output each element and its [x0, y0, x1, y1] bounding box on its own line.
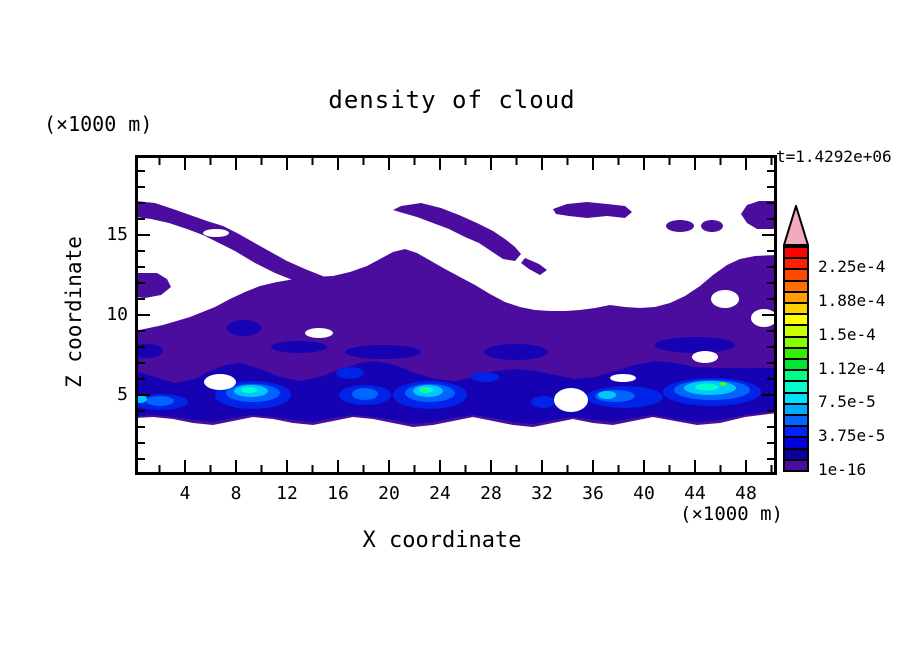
x-tick-label-32: 32	[531, 483, 553, 504]
colorbar-segment-14	[785, 404, 807, 417]
x-tick-label-4: 4	[179, 483, 191, 504]
colorbar-label-1.12e-4: 1.12e-4	[818, 359, 886, 378]
contour-region-white-hole-8	[473, 269, 497, 277]
colorbar-label-1.88e-4: 1.88e-4	[818, 291, 886, 310]
x-tick-label-16: 16	[327, 483, 349, 504]
x-tick-label-36: 36	[582, 483, 604, 504]
contour-region-navy-wisp-4	[484, 344, 548, 360]
contour-region-white-hole-6	[751, 309, 777, 327]
x-tick-label-28: 28	[480, 483, 502, 504]
colorbar-segment-0	[785, 248, 807, 260]
contour-region-navy-wisp-2	[271, 341, 327, 353]
colorbar-segment-2	[785, 270, 807, 282]
colorbar-segment-5	[785, 304, 807, 316]
colorbar-label-1.5e-4: 1.5e-4	[818, 325, 876, 344]
contour-region-white-hole-2	[204, 374, 236, 390]
colorbar-segment-9	[785, 348, 807, 361]
y-tick-label-5: 5	[117, 384, 128, 405]
x-axis-title: X coordinate	[362, 528, 522, 553]
colorbar-segments	[783, 246, 809, 472]
contour-region-upper-streak-diagonal	[393, 203, 521, 261]
contour-region-cyan-core-4	[598, 391, 616, 399]
contour-region-aqua-tip-3	[695, 383, 719, 391]
contour-region-white-hole-7	[711, 290, 739, 308]
contour-region-white-hole-5	[692, 351, 718, 363]
colorbar-segment-10	[785, 360, 807, 372]
colorbar-segment-3	[785, 281, 807, 293]
contour-region-white-hole-1	[305, 328, 333, 338]
contour-region-upper-blob-2	[701, 220, 723, 232]
x-tick-label-20: 20	[378, 483, 400, 504]
colorbar-label-7.5e-5: 7.5e-5	[818, 392, 876, 411]
contour-region-navy-wisp-3	[345, 345, 421, 359]
y-tick-label-15: 15	[106, 224, 128, 245]
contour-region-lblue-core-6	[146, 396, 174, 406]
x-tick-label-24: 24	[429, 483, 451, 504]
colorbar-segment-8	[785, 337, 807, 349]
contour-region-green-spot-1	[719, 382, 727, 386]
contour-region-white-hole-4	[610, 374, 636, 382]
colorbar-segment-1	[785, 259, 807, 271]
x-tick-label-48: 48	[735, 483, 757, 504]
time-annotation: t=1.4292e+06	[776, 147, 892, 166]
contour-region-upper-blob-1	[666, 220, 694, 232]
contour-region-green-spot-2	[422, 388, 428, 392]
colorbar-segment-7	[785, 326, 807, 338]
x-tick-label-12: 12	[276, 483, 298, 504]
contour-region-blue-high-2	[471, 372, 499, 382]
colorbar	[783, 205, 809, 472]
cloud-contour-shapes	[135, 201, 777, 427]
x-tick-label-8: 8	[230, 483, 242, 504]
contour-region-upper-streak-horizontal	[553, 202, 632, 218]
y-axis-title: Z coordinate	[62, 236, 86, 388]
contour-region-aqua-tip-1	[241, 387, 257, 393]
contour-plot-area	[135, 155, 777, 475]
contour-region-blue-bit	[531, 396, 555, 408]
colorbar-segment-17	[785, 438, 807, 450]
colorbar-segment-16	[785, 427, 807, 439]
colorbar-label-1e-16: 1e-16	[818, 460, 867, 479]
y-axis-unit-label: (×1000 m)	[44, 112, 153, 136]
axis-tick-marks	[138, 158, 774, 472]
contour-region-upper-right-blob	[741, 201, 777, 229]
colorbar-overflow-arrow-icon	[783, 205, 809, 246]
plot-frame	[135, 155, 777, 475]
contour-region-white-slit-band	[203, 229, 229, 237]
contour-region-left-mid-blob	[135, 273, 171, 298]
colorbar-segment-11	[785, 371, 807, 383]
colorbar-label-2.25e-4: 2.25e-4	[818, 257, 886, 276]
y-tick-label-10: 10	[106, 304, 128, 325]
contour-region-lblue-core-5	[352, 388, 378, 400]
colorbar-segment-6	[785, 315, 807, 327]
contour-region-navy-wisp-5	[655, 337, 735, 353]
colorbar-label-3.75e-5: 3.75e-5	[818, 426, 886, 445]
colorbar-segment-4	[785, 292, 807, 305]
x-axis-unit-label: (×1000 m)	[680, 503, 783, 525]
contour-region-navy-wisp-1	[227, 320, 261, 336]
colorbar-segment-13	[785, 393, 807, 405]
contour-region-blue-high-1	[336, 367, 364, 379]
colorbar-segment-12	[785, 382, 807, 394]
x-tick-label-40: 40	[633, 483, 655, 504]
colorbar-segment-18	[785, 449, 807, 461]
colorbar-segment-15	[785, 416, 807, 428]
contour-region-upper-left-cloud-band	[135, 201, 340, 291]
contour-region-upper-streak-diagonal-tail	[521, 258, 547, 275]
colorbar-segment-19	[785, 460, 807, 471]
contour-region-white-hole-3	[554, 388, 588, 412]
plot-title: density of cloud	[328, 86, 576, 114]
x-tick-label-44: 44	[684, 483, 706, 504]
